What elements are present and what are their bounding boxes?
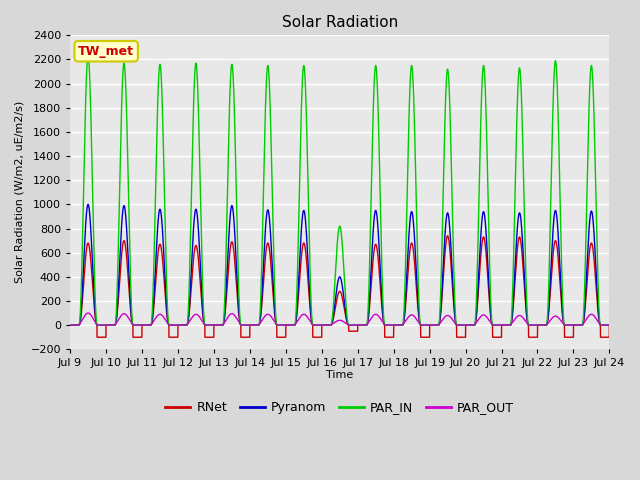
Line: RNet: RNet — [70, 236, 609, 337]
RNet — [93, 335, 101, 340]
PAR_OUT — [605, 322, 613, 328]
PAR_OUT — [163, 320, 171, 325]
RNet — [444, 233, 451, 239]
PAR_IN — [84, 53, 92, 59]
PAR_OUT — [67, 322, 74, 328]
RNet — [605, 335, 612, 340]
PAR_IN — [605, 322, 612, 328]
RNet — [431, 322, 438, 328]
Pyranom — [320, 322, 328, 328]
RNet — [492, 335, 499, 340]
Pyranom — [84, 202, 92, 207]
PAR_IN — [320, 322, 328, 328]
Text: TW_met: TW_met — [78, 45, 134, 58]
PAR_OUT — [605, 322, 612, 328]
Pyranom — [67, 322, 74, 328]
PAR_OUT — [320, 322, 328, 328]
PAR_OUT — [84, 310, 92, 316]
PAR_IN — [461, 322, 468, 328]
PAR_OUT — [461, 322, 468, 328]
RNet — [163, 314, 171, 320]
PAR_IN — [605, 322, 613, 328]
RNet — [320, 322, 328, 328]
RNet — [605, 322, 613, 328]
Pyranom — [605, 322, 613, 328]
Legend: RNet, Pyranom, PAR_IN, PAR_OUT: RNet, Pyranom, PAR_IN, PAR_OUT — [160, 396, 519, 420]
Pyranom — [492, 322, 499, 328]
RNet — [67, 322, 74, 328]
X-axis label: Time: Time — [326, 370, 353, 380]
RNet — [461, 335, 468, 340]
PAR_IN — [67, 322, 74, 328]
PAR_IN — [163, 296, 171, 302]
PAR_IN — [431, 322, 438, 328]
PAR_OUT — [431, 322, 438, 328]
Y-axis label: Solar Radiation (W/m2, uE/m2/s): Solar Radiation (W/m2, uE/m2/s) — [15, 101, 25, 284]
PAR_IN — [492, 322, 499, 328]
Pyranom — [605, 322, 612, 328]
Line: PAR_IN: PAR_IN — [70, 56, 609, 325]
Title: Solar Radiation: Solar Radiation — [282, 15, 398, 30]
PAR_OUT — [492, 322, 499, 328]
Pyranom — [461, 322, 468, 328]
Line: Pyranom: Pyranom — [70, 204, 609, 325]
Pyranom — [163, 311, 171, 316]
Pyranom — [431, 322, 438, 328]
Line: PAR_OUT: PAR_OUT — [70, 313, 609, 325]
